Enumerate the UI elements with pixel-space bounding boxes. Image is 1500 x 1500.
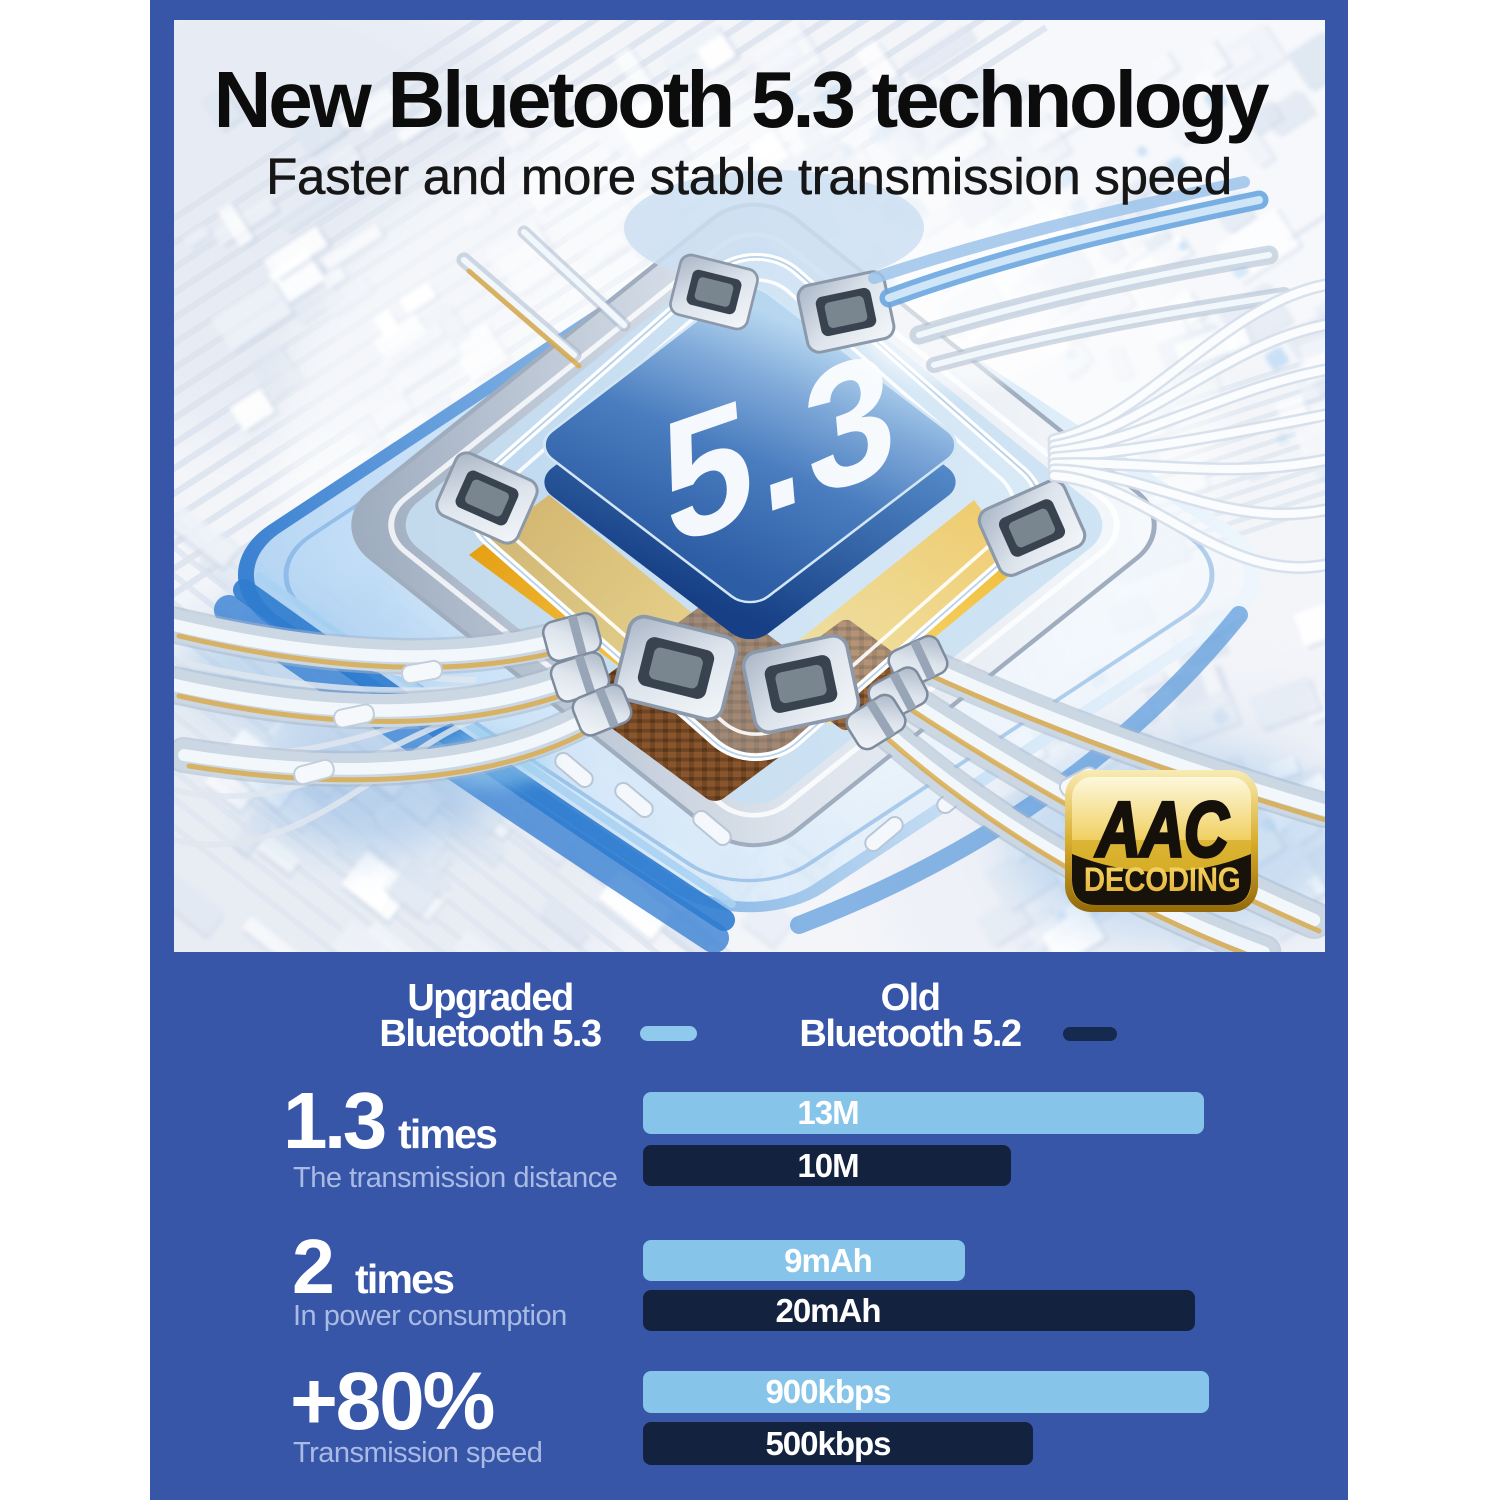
- svg-text:DECODING: DECODING: [1084, 860, 1241, 898]
- svg-text:AAC: AAC: [1094, 785, 1229, 872]
